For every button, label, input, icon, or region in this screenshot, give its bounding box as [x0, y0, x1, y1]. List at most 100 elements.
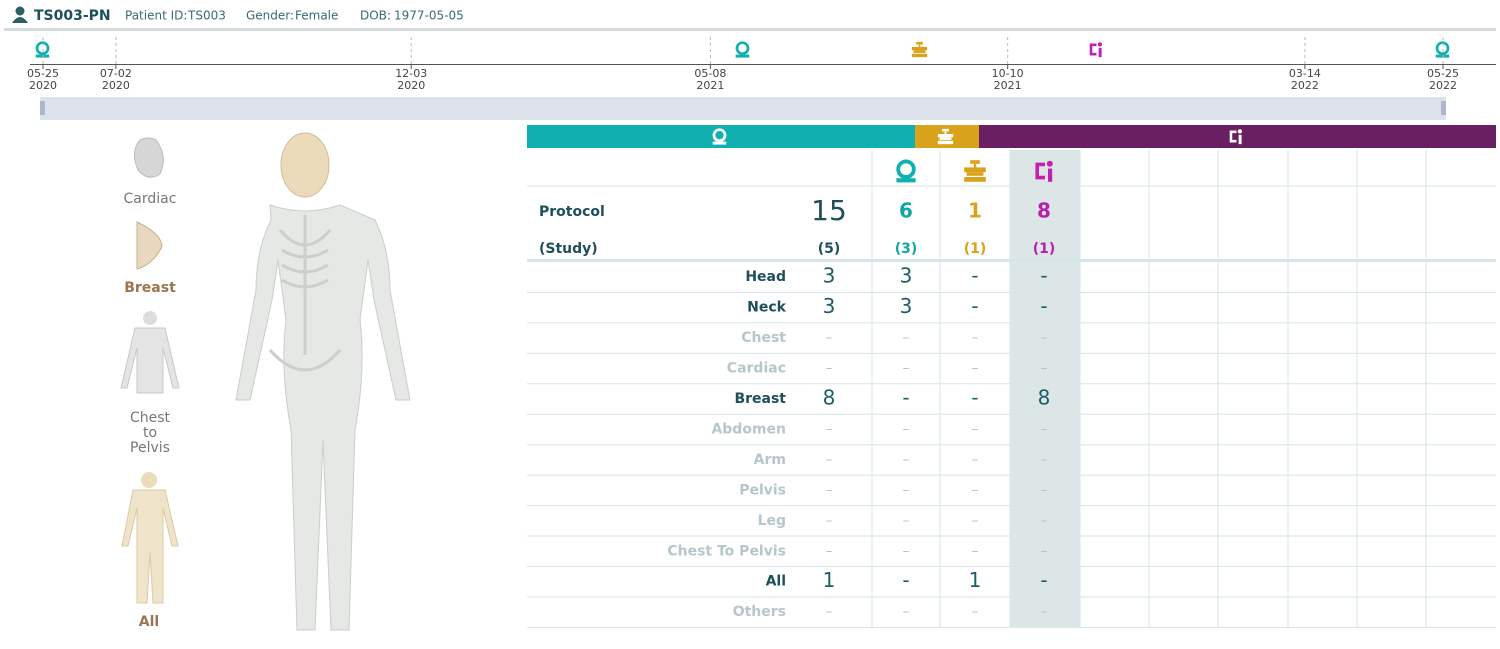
row-label[interactable]: Chest To Pelvis: [667, 543, 786, 559]
tick-date: 05-08: [694, 67, 726, 80]
value: TS003: [187, 9, 226, 23]
cell: –: [903, 543, 910, 559]
row-label[interactable]: Abdomen: [711, 421, 786, 437]
cell: -: [902, 568, 909, 592]
cell: -: [902, 386, 909, 410]
cell: –: [826, 330, 833, 346]
tick-year: 2021: [994, 79, 1022, 92]
cell: –: [903, 361, 910, 377]
value: Female: [295, 9, 338, 23]
cell: 3: [823, 294, 836, 318]
cell: –: [1041, 330, 1048, 346]
patient-header: TS003-PN Patient ID: TS003 Gender: Femal…: [4, 6, 1496, 31]
row-label[interactable]: Neck: [747, 300, 787, 316]
row-label[interactable]: Head: [745, 269, 786, 285]
study-count: (1): [1033, 241, 1056, 257]
event-xray[interactable]: [911, 41, 928, 58]
tick-year: 2020: [29, 79, 57, 92]
event-mammo[interactable]: [1089, 42, 1103, 58]
cell: -: [1040, 294, 1047, 318]
tick-date: 03-14: [1289, 67, 1321, 80]
label: DOB:: [360, 9, 391, 23]
cell: –: [1041, 543, 1048, 559]
cell: 8: [1038, 386, 1051, 410]
chest-pelvis-option[interactable]: Chest to Pelvis: [120, 311, 180, 456]
cell: –: [972, 604, 979, 620]
row-label[interactable]: Breast: [734, 391, 786, 407]
cell: –: [826, 513, 833, 529]
row-label[interactable]: Pelvis: [739, 482, 786, 498]
study-count: (5): [818, 241, 841, 257]
timeline: 05-25202007-02202012-03202005-08202110-1…: [27, 37, 1496, 120]
cell: –: [903, 421, 910, 437]
cell: 1: [969, 568, 982, 592]
cell: –: [903, 330, 910, 346]
cell: –: [903, 452, 910, 468]
cell: 3: [900, 294, 913, 318]
cell: -: [971, 386, 978, 410]
label: Patient ID:: [125, 9, 187, 23]
tick-year: 2021: [696, 79, 724, 92]
range-bar[interactable]: [40, 97, 1446, 120]
tick-date: 12-03: [395, 67, 427, 80]
cell: –: [972, 543, 979, 559]
cell: –: [1041, 452, 1048, 468]
body-figure: [235, 132, 411, 631]
tick-date: 05-25: [1427, 67, 1459, 80]
column-highlight: [1010, 150, 1080, 627]
cell: –: [826, 482, 833, 498]
tick-year: 2022: [1429, 79, 1457, 92]
tick-year: 2020: [102, 79, 130, 92]
row-label: (Study): [539, 241, 598, 257]
tick-year: 2022: [1291, 79, 1319, 92]
range-handle[interactable]: [1441, 101, 1446, 115]
mammo-band: [979, 125, 1496, 148]
column-icon[interactable]: [894, 159, 918, 183]
cell: –: [1041, 361, 1048, 377]
range-handle[interactable]: [40, 101, 45, 115]
body-part-label: Chest to Pelvis: [130, 410, 171, 456]
cell: 8: [823, 386, 836, 410]
cell: –: [826, 421, 833, 437]
all-option[interactable]: All: [121, 472, 179, 630]
tick-year: 2020: [397, 79, 425, 92]
cell: –: [972, 421, 979, 437]
tick-date: 10-10: [992, 67, 1024, 80]
cardiac-option[interactable]: Cardiac: [124, 137, 177, 207]
row-label[interactable]: Chest: [741, 330, 786, 346]
study-count: (3): [895, 241, 918, 257]
value: 1977-05-05: [394, 9, 464, 23]
cell: –: [972, 452, 979, 468]
row-label[interactable]: Arm: [754, 452, 786, 468]
cell: –: [826, 543, 833, 559]
protocol-count: 8: [1037, 199, 1051, 223]
row-label[interactable]: Others: [733, 604, 786, 620]
body-part-selector: Cardiac Breast Chest to Pelvis All: [120, 137, 180, 630]
cell: –: [972, 513, 979, 529]
protocol-count: 6: [899, 199, 913, 223]
breast-option[interactable]: Breast: [124, 221, 176, 296]
column-icon[interactable]: [964, 160, 986, 182]
summary-table: Protocol (Study) 15 (5) 6 (3) 1 (1) 8 (1) Head 3 3…: [527, 125, 1496, 628]
row-label[interactable]: Cardiac: [727, 361, 786, 377]
row-label: Protocol: [539, 204, 605, 220]
protocol-count: 1: [968, 199, 982, 223]
cell: –: [1041, 421, 1048, 437]
body-part-label: All: [139, 614, 159, 630]
label: Gender:: [246, 9, 294, 23]
ct-band: [527, 125, 915, 148]
body-part-label: Breast: [124, 280, 176, 296]
cell: –: [1041, 513, 1048, 529]
event-ct[interactable]: [734, 41, 751, 58]
cell: -: [1040, 264, 1047, 288]
cell: -: [1040, 568, 1047, 592]
body-part-label: Cardiac: [124, 191, 177, 207]
row-label[interactable]: Leg: [758, 513, 786, 529]
cell: –: [972, 482, 979, 498]
cell: 3: [823, 264, 836, 288]
row-label[interactable]: All: [766, 574, 786, 590]
cell: –: [972, 361, 979, 377]
cell: 1: [823, 568, 836, 592]
